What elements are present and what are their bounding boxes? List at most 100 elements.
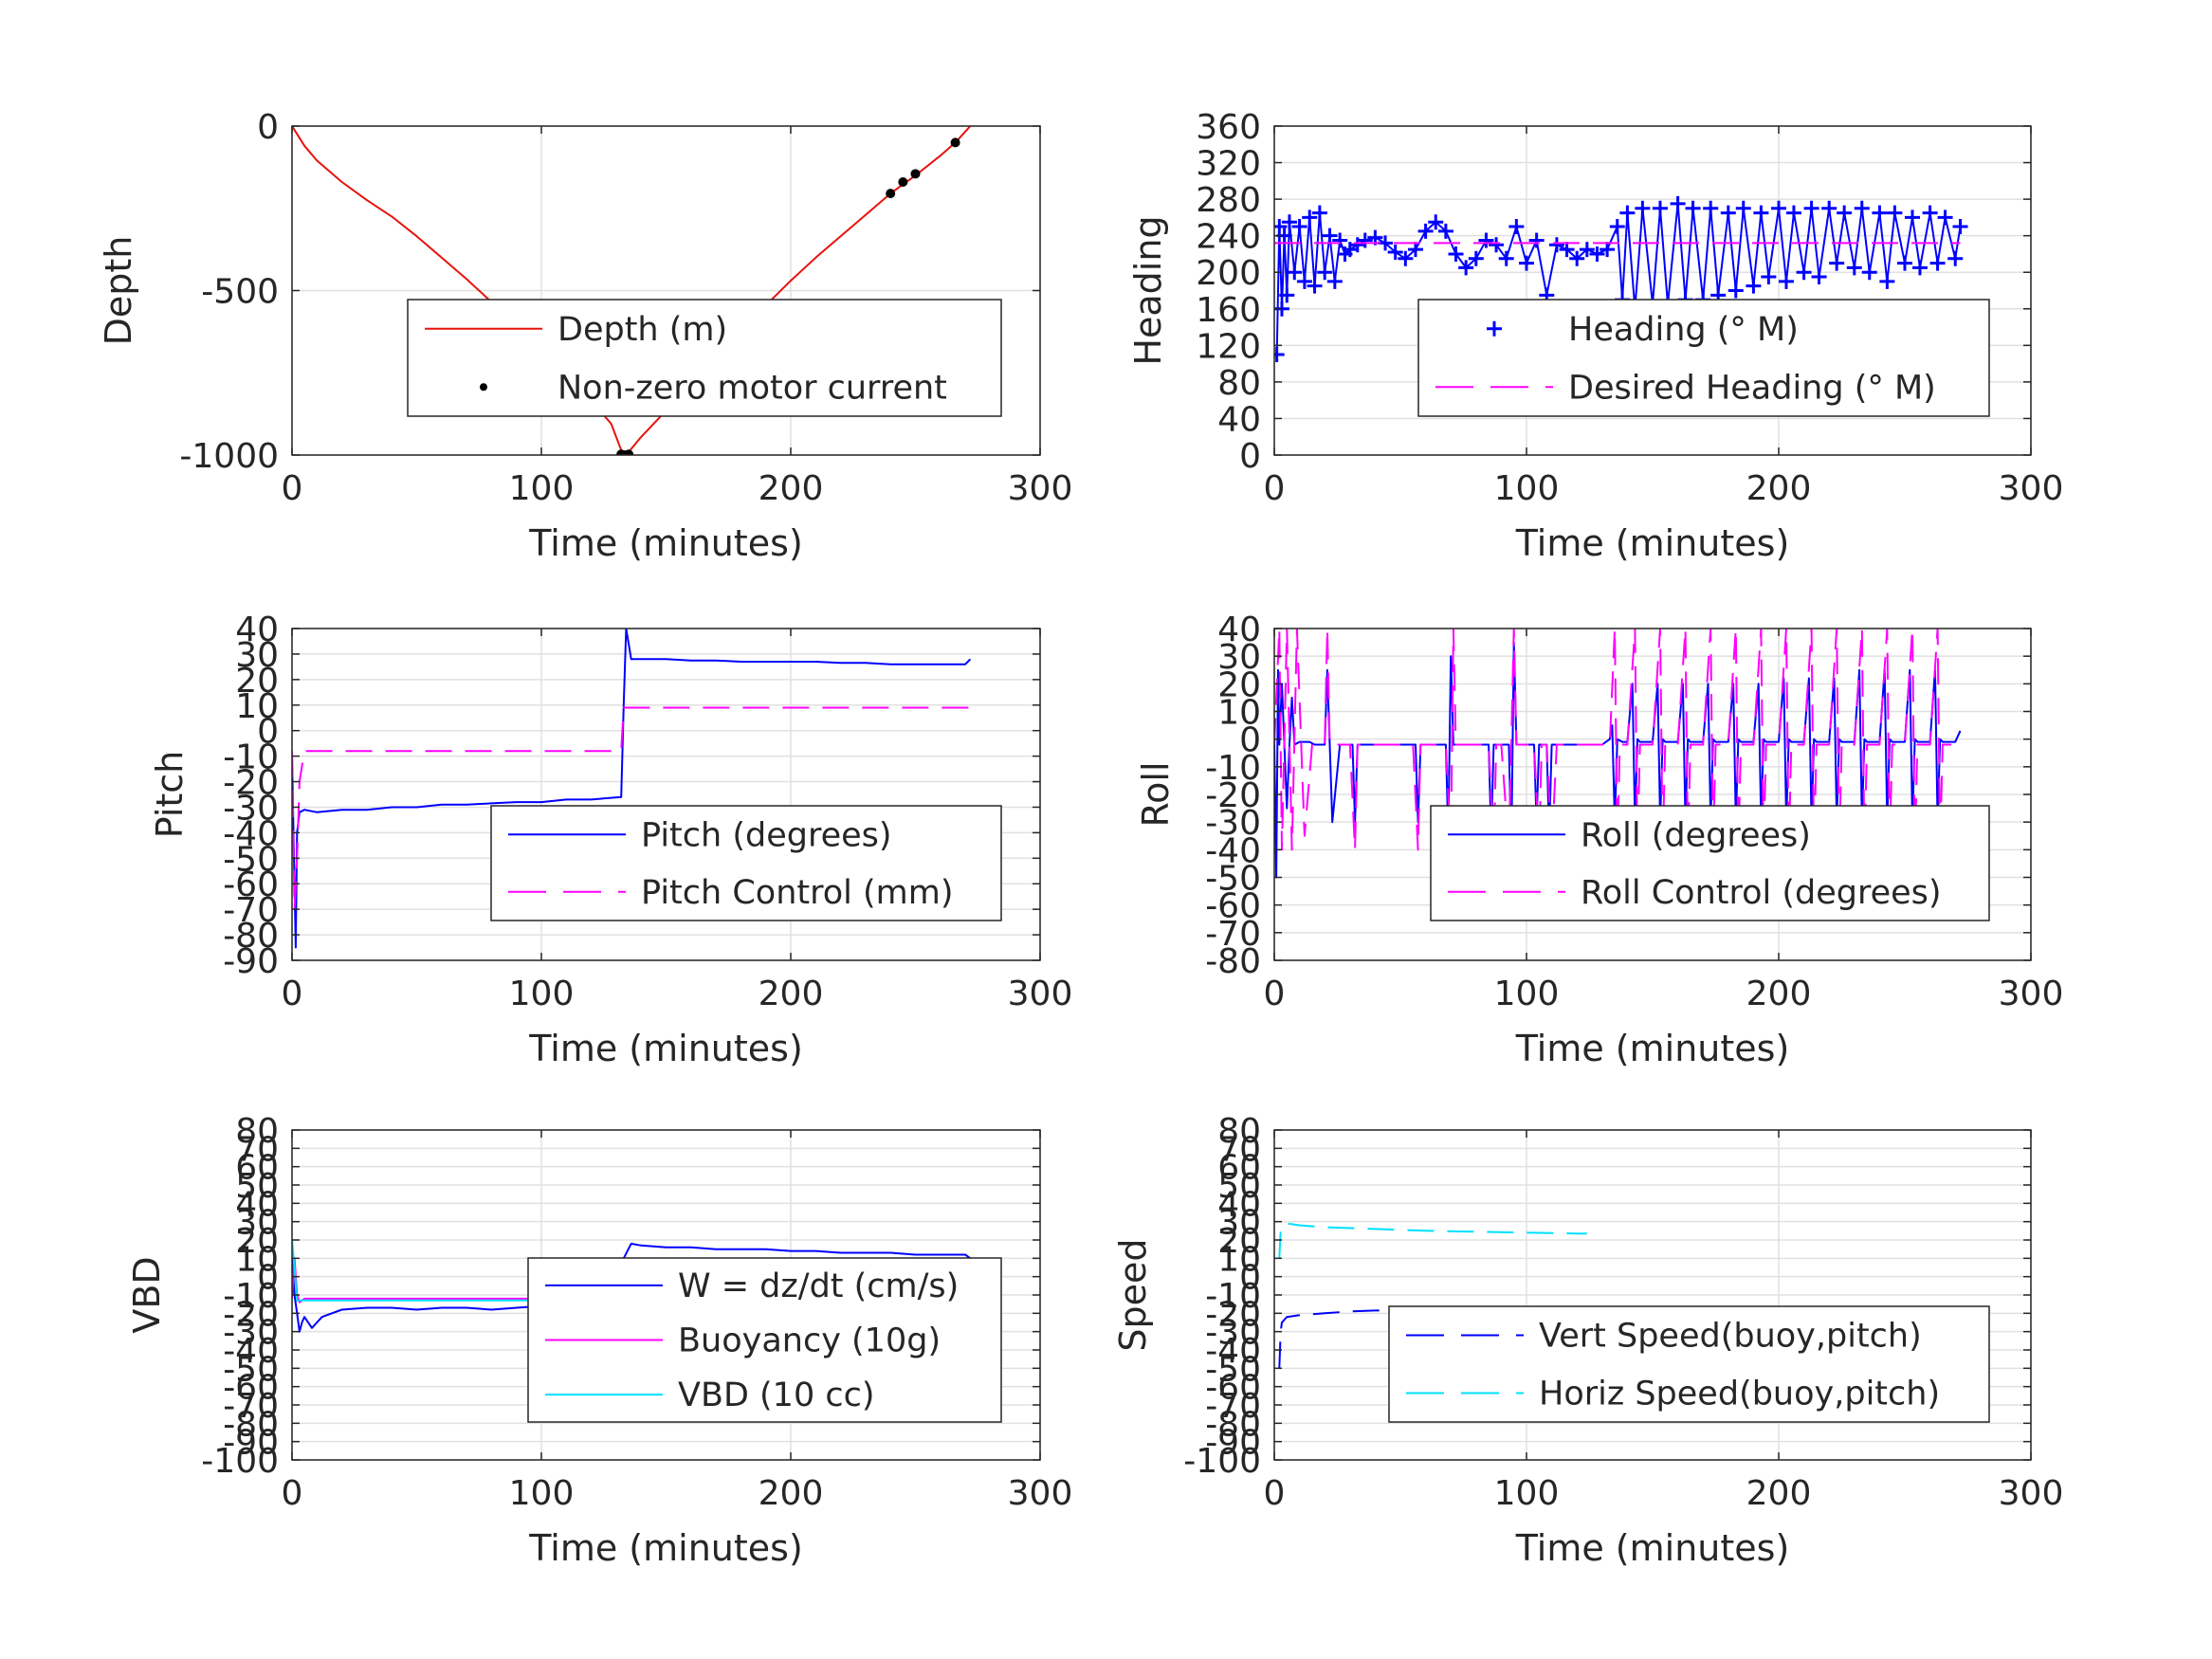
data-point (1861, 264, 1877, 281)
y-tick-label: 70 (1217, 1130, 1261, 1169)
y-tick-label: 160 (1196, 291, 1261, 330)
data-point (1728, 283, 1744, 299)
y-tick-label: 40 (235, 1185, 279, 1224)
data-point (1735, 200, 1751, 216)
plot-area-pitch (292, 629, 972, 949)
data-point (1458, 260, 1474, 276)
data-point (1803, 200, 1819, 216)
data-point (1302, 210, 1318, 226)
y-tick-label: -70 (223, 1387, 279, 1426)
y-tick-label: -100 (201, 1442, 279, 1481)
y-tick-label: -20 (223, 1295, 279, 1334)
data-point (1548, 237, 1564, 253)
data-point (1417, 223, 1434, 239)
x-tick-label: 300 (1008, 1474, 1073, 1513)
y-axis-label: Heading (1127, 215, 1169, 365)
data-point (1311, 205, 1327, 221)
legend-speed: Vert Speed(buoy,pitch) Horiz Speed(buoy,p… (1388, 1305, 1990, 1423)
axes-frame (1273, 125, 2032, 456)
data-point (1589, 246, 1605, 262)
data-point (1685, 200, 1701, 216)
x-tick-label: 100 (509, 469, 575, 508)
data-point (1922, 205, 1938, 221)
data-point (886, 189, 896, 199)
y-tick-label: -10 (223, 738, 279, 777)
legend-entry: Pitch (degrees) (641, 816, 892, 854)
y-axis-label: Speed (1112, 1238, 1154, 1351)
legend-box (1430, 805, 1990, 921)
y-tick-label: -60 (1205, 887, 1261, 926)
panel-roll: 0 100 200 300403020100-10-20-30-40-50-60-70… (1135, 611, 2063, 1069)
data-point (1947, 250, 1964, 266)
y-tick-label: -90 (223, 1424, 279, 1463)
y-tick-label: -50 (223, 840, 279, 879)
data-point (1357, 232, 1373, 248)
y-tick-label: -80 (1205, 1405, 1261, 1444)
panel-depth: 0 100 200 300 0 -500 -1000 Time (minutes) Depth D… (98, 108, 1072, 564)
y-tick-label: 0 (1239, 1259, 1261, 1298)
data-point (1887, 205, 1903, 221)
data-point (1322, 228, 1338, 244)
y-tick-label: -10 (223, 1277, 279, 1316)
legend-box (407, 299, 1002, 417)
data-point (1846, 260, 1862, 276)
y-axis-label: VBD (126, 1256, 168, 1333)
x-axis-label: Time (minutes) (528, 522, 803, 564)
data-point (1569, 250, 1585, 266)
legend-entry: Roll Control (degrees) (1581, 874, 1942, 912)
data-point (1796, 264, 1812, 281)
y-tick-label: -40 (223, 814, 279, 853)
y-tick-label: -90 (223, 942, 279, 981)
y-tick-label: -40 (1205, 831, 1261, 870)
y-axis-label: Pitch (149, 751, 191, 839)
data-point (910, 169, 921, 179)
y-tick-label: 40 (1217, 611, 1261, 649)
y-tick-label: -1000 (179, 437, 279, 476)
data-point (1478, 232, 1494, 248)
legend-box (1417, 299, 1990, 417)
y-tick-label: 0 (257, 713, 279, 752)
y-tick-label: -60 (223, 866, 279, 904)
data-point (1519, 255, 1534, 271)
x-axis-label: Time (minutes) (1515, 522, 1790, 564)
x-tick-label: 200 (1746, 975, 1812, 1013)
y-tick-label: -30 (223, 1314, 279, 1353)
series-line-0 (292, 629, 972, 949)
legend-depth: Depth (m) Non-zero motor current (407, 299, 1002, 417)
series-line-1 (1278, 1222, 1587, 1259)
y-tick-label: -500 (201, 273, 279, 312)
legend-vbd: W = dz/dt (cm/s) Buoyancy (10g) VBD (10 cc… (527, 1257, 1002, 1423)
data-point (1559, 242, 1575, 258)
y-tick-label: 0 (257, 1259, 279, 1298)
x-tick-label: 0 (1264, 469, 1286, 508)
y-tick-label: -80 (223, 1405, 279, 1444)
panel-heading: 0 100 200 30036032028024020016012080400Time… (1127, 108, 2063, 564)
y-tick-label: -100 (1183, 1442, 1261, 1481)
y-tick-label: 320 (1196, 145, 1261, 184)
y-tick-label: -40 (223, 1332, 279, 1371)
y-tick-label: 0 (1239, 437, 1261, 476)
y-tick-label: 10 (1217, 694, 1261, 733)
y-tick-label: -30 (1205, 804, 1261, 843)
x-tick-label: 0 (1264, 1474, 1286, 1513)
x-tick-label: 0 (282, 469, 303, 508)
y-tick-label: 240 (1196, 218, 1261, 257)
legend-entry: Depth (m) (558, 311, 727, 349)
data-point (1489, 237, 1505, 253)
data-point (1897, 255, 1912, 271)
legend-entry: Non-zero motor current (558, 369, 947, 407)
panel-pitch: 0 100 200 300403020100-10-20-30-40-50-60-70… (149, 611, 1072, 1069)
x-tick-label: 200 (759, 975, 824, 1013)
y-tick-label: 20 (1217, 665, 1261, 704)
legend-entry: Heading (° M) (1568, 311, 1799, 349)
data-point (1317, 264, 1333, 281)
data-point (1326, 273, 1343, 289)
y-tick-label: 60 (235, 1149, 279, 1188)
data-point (1609, 219, 1625, 235)
data-point (1811, 269, 1827, 285)
data-point (1579, 242, 1595, 258)
data-point (1437, 223, 1453, 239)
data-point (898, 176, 908, 187)
data-point (1904, 210, 1920, 226)
data-point (1761, 269, 1777, 285)
